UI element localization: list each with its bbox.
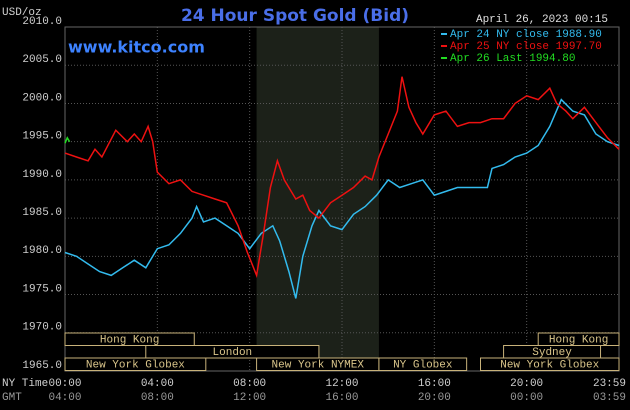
session-box [378, 357, 468, 371]
price-line [64, 136, 71, 144]
legend-label: Apr 25 NY close 1997.70 [450, 41, 602, 53]
x-tick-label-gmt: 16:00 [325, 392, 358, 404]
price-line [64, 76, 620, 279]
y-tick-label: 2000.0 [22, 92, 62, 104]
y-tick-label: 1965.0 [22, 360, 62, 372]
y-tick-label: 1990.0 [22, 169, 62, 181]
legend-swatch [441, 45, 447, 47]
x-tick-label-gmt: 20:00 [418, 392, 451, 404]
x-tick-label: 04:00 [141, 378, 174, 390]
y-tick-label: 1980.0 [22, 245, 62, 257]
legend-label: Apr 24 NY close 1988.90 [450, 29, 602, 41]
y-tick-label: 2005.0 [22, 54, 62, 66]
y-tick-label: 1975.0 [22, 283, 62, 295]
session-box [64, 332, 195, 346]
session-label: Hong Kong [100, 334, 159, 346]
legend-swatch [441, 33, 447, 35]
y-tick-label: 1985.0 [22, 207, 62, 219]
x-tick-label-gmt: 00:00 [510, 392, 543, 404]
x-tick-label-gmt: 12:00 [233, 392, 266, 404]
y-tick-label: 1995.0 [22, 131, 62, 143]
x-tick-label: 12:00 [325, 378, 358, 390]
x-tick-label: 08:00 [233, 378, 266, 390]
session-box [64, 357, 207, 371]
price-line [64, 98, 620, 299]
unit-label: USD/oz [2, 7, 42, 19]
session-label: New York NYMEX [272, 359, 365, 371]
timestamp: April 26, 2023 00:15 [476, 14, 608, 26]
session-box [480, 357, 620, 371]
x-tick-label: 20:00 [510, 378, 543, 390]
legend-label: Apr 26 Last 1994.80 [450, 53, 575, 65]
session-box [145, 345, 320, 359]
x-tick-label: 16:00 [418, 378, 451, 390]
legend-swatch [441, 57, 447, 59]
session-label: New York Globex [500, 359, 599, 371]
x-tick-label: 23:59 [593, 378, 626, 390]
chart-title: 24 Hour Spot Gold (Bid) [181, 6, 409, 26]
x-tick-label-gmt: 04:00 [48, 392, 81, 404]
shaded-session [256, 27, 379, 371]
session-label: New York Globex [86, 359, 185, 371]
x-axis-label: NY Time [2, 378, 48, 390]
y-tick-label: 2010.0 [22, 16, 62, 28]
x-tick-label: 00:00 [48, 378, 81, 390]
session-label: London [213, 347, 253, 359]
watermark: www.kitco.com [68, 38, 205, 57]
x-tick-label-gmt: 08:00 [141, 392, 174, 404]
session-label: Hong Kong [549, 334, 608, 346]
session-label: NY Globex [393, 359, 453, 371]
session-label: Sydney [532, 347, 572, 359]
y-tick-label: 1970.0 [22, 322, 62, 334]
x-tick-label-gmt: 03:59 [593, 392, 626, 404]
x2-axis-label: GMT [2, 392, 22, 404]
